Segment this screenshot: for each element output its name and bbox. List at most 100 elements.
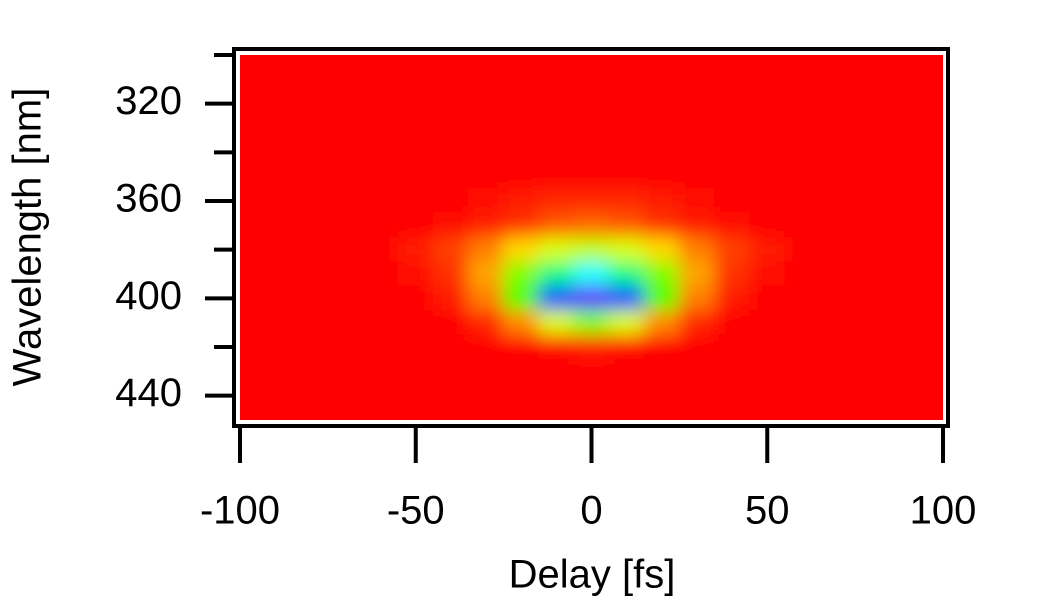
- heatmap-cell: [784, 407, 821, 420]
- heatmap-cell: [714, 212, 751, 238]
- heatmap-cell: [397, 310, 434, 336]
- heatmap-cell: [924, 261, 943, 287]
- heatmap-cell: [432, 55, 469, 68]
- heatmap-cell: [678, 188, 716, 214]
- heatmap-cell: [467, 310, 505, 336]
- heatmap-cell: [292, 407, 329, 420]
- heatmap-cell: [643, 285, 680, 311]
- x-tick-label: 50: [745, 489, 790, 533]
- heatmap-cell: [608, 55, 645, 68]
- heatmap-cell: [573, 261, 610, 287]
- heatmap-cell: [257, 212, 294, 238]
- heatmap-cell: [608, 139, 645, 165]
- heatmap: [240, 55, 943, 420]
- heatmap-cell: [467, 91, 505, 117]
- heatmap-cell: [678, 407, 716, 420]
- heatmap-cell: [643, 310, 680, 336]
- heatmap-cell: [854, 310, 891, 336]
- heatmap-cell: [397, 212, 434, 238]
- heatmap-cell: [749, 139, 786, 165]
- heatmap-cell: [257, 66, 294, 92]
- heatmap-cell: [784, 66, 821, 92]
- heatmap-cell: [819, 115, 856, 141]
- heatmap-cell: [573, 334, 610, 360]
- heatmap-cell: [819, 261, 856, 287]
- heatmap-cell: [784, 164, 821, 190]
- heatmap-cell: [397, 261, 434, 287]
- heatmap-cell: [854, 212, 891, 238]
- heatmap-cell: [819, 188, 856, 214]
- heatmap-cell: [467, 261, 505, 287]
- heatmap-cell: [292, 358, 329, 384]
- heatmap-cell: [503, 139, 540, 165]
- heatmap-cell: [432, 285, 469, 311]
- heatmap-cell: [819, 55, 856, 68]
- heatmap-cell: [538, 91, 575, 117]
- heatmap-cell: [327, 212, 364, 238]
- heatmap-cell: [397, 407, 434, 420]
- heatmap-cell: [924, 383, 943, 409]
- heatmap-cell: [889, 358, 926, 384]
- heatmap-cell: [678, 212, 716, 238]
- heatmap-cell: [432, 188, 469, 214]
- heatmap-cell: [257, 358, 294, 384]
- x-tick-label: 0: [580, 489, 602, 533]
- heatmap-cell: [749, 285, 786, 311]
- heatmap-cell: [924, 115, 943, 141]
- heatmap-cell: [643, 66, 680, 92]
- heatmap-cell: [714, 66, 751, 92]
- plot-frame: [232, 47, 950, 428]
- heatmap-cell: [714, 55, 751, 68]
- heatmap-cell: [240, 115, 259, 141]
- heatmap-cell: [678, 310, 716, 336]
- heatmap-cell: [784, 188, 821, 214]
- heatmap-cell: [643, 237, 680, 263]
- heatmap-cell: [257, 188, 294, 214]
- heatmap-cell: [432, 334, 469, 360]
- heatmap-cell: [538, 55, 575, 68]
- heatmap-cell: [432, 115, 469, 141]
- heatmap-cell: [573, 237, 610, 263]
- heatmap-cell: [573, 139, 610, 165]
- heatmap-cell: [889, 237, 926, 263]
- heatmap-cell: [257, 164, 294, 190]
- heatmap-cell: [503, 334, 540, 360]
- heatmap-cell: [643, 188, 680, 214]
- heatmap-cell: [362, 285, 399, 311]
- heatmap-cell: [889, 212, 926, 238]
- heatmap-cell: [240, 261, 259, 287]
- heatmap-cell: [362, 164, 399, 190]
- heatmap-cell: [714, 334, 751, 360]
- heatmap-cell: [714, 310, 751, 336]
- heatmap-cell: [503, 91, 540, 117]
- heatmap-cell: [362, 334, 399, 360]
- heatmap-cell: [573, 188, 610, 214]
- heatmap-cell: [608, 285, 645, 311]
- heatmap-cell: [714, 91, 751, 117]
- heatmap-cell: [292, 164, 329, 190]
- heatmap-cell: [678, 334, 716, 360]
- heatmap-cell: [292, 91, 329, 117]
- heatmap-cell: [854, 164, 891, 190]
- heatmap-cell: [503, 164, 540, 190]
- heatmap-cell: [432, 407, 469, 420]
- heatmap-cell: [240, 407, 259, 420]
- heatmap-cell: [784, 261, 821, 287]
- heatmap-cell: [854, 407, 891, 420]
- heatmap-cell: [327, 261, 364, 287]
- heatmap-cell: [889, 164, 926, 190]
- heatmap-cell: [397, 115, 434, 141]
- heatmap-cell: [538, 66, 575, 92]
- heatmap-cell: [467, 164, 505, 190]
- heatmap-cell: [257, 407, 294, 420]
- heatmap-cell: [573, 66, 610, 92]
- heatmap-cell: [643, 212, 680, 238]
- heatmap-cell: [240, 310, 259, 336]
- heatmap-cell: [397, 139, 434, 165]
- heatmap-cell: [854, 66, 891, 92]
- y-tick-label: 320: [115, 79, 182, 123]
- heatmap-cell: [749, 188, 786, 214]
- heatmap-cell: [749, 261, 786, 287]
- heatmap-cell: [643, 55, 680, 68]
